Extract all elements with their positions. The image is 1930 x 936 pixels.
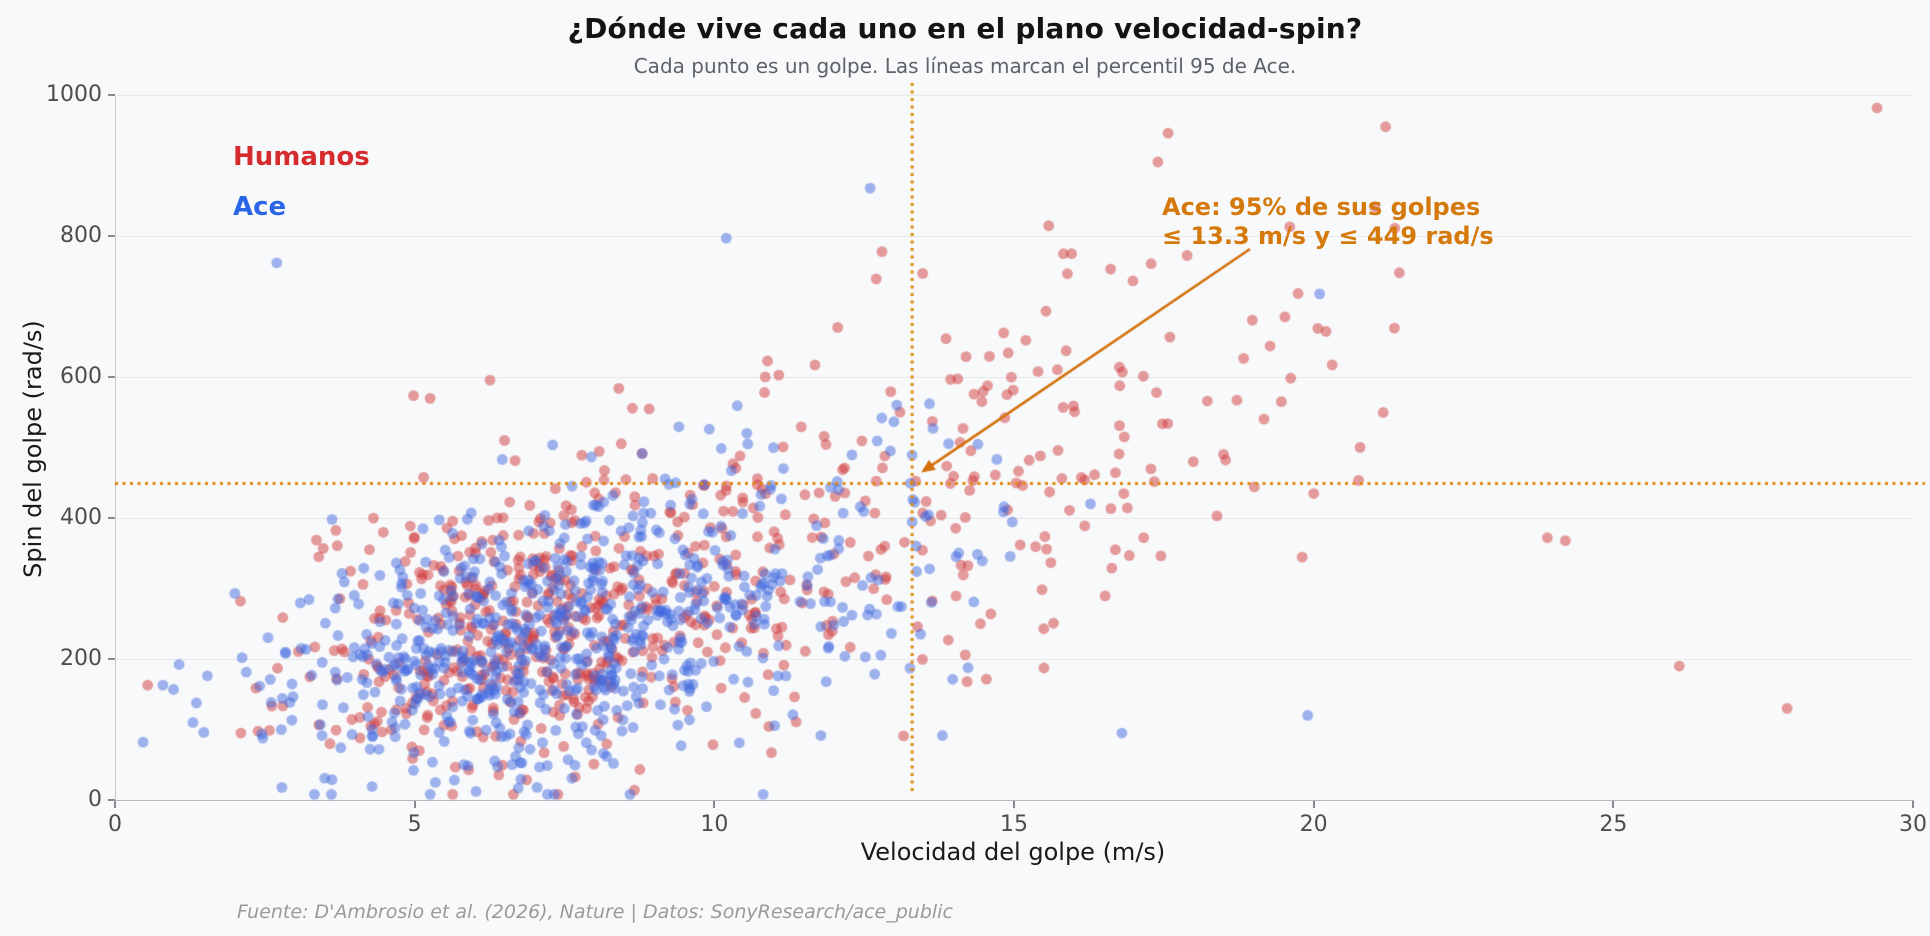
legend-item-ace: Ace — [233, 192, 287, 222]
x-tick-label: 25 — [1599, 812, 1628, 837]
x-tick-label: 20 — [1299, 812, 1328, 837]
x-axis-title: Velocidad del golpe (m/s) — [860, 838, 1166, 866]
x-tick-label: 15 — [1000, 812, 1028, 837]
annotation-line-1: Ace: 95% de sus golpes — [1162, 193, 1481, 221]
x-tick-label: 30 — [1899, 812, 1927, 837]
y-tick-label: 1000 — [46, 82, 102, 107]
chart-subtitle: Cada punto es un golpe. Las líneas marca… — [633, 54, 1297, 78]
percentile-annotation: Ace: 95% de sus golpes ≤ 13.3 m/s y ≤ 44… — [1162, 193, 1494, 251]
legend-item-humanos: Humanos — [233, 142, 370, 172]
y-tick-label: 400 — [60, 505, 102, 530]
x-tick-label: 5 — [407, 812, 422, 837]
source-caption: Fuente: D'Ambrosio et al. (2026), Nature… — [237, 901, 953, 923]
y-tick-label: 600 — [60, 364, 102, 389]
annotation-line-2: ≤ 13.3 m/s y ≤ 449 rad/s — [1162, 222, 1494, 250]
y-tick-label: 800 — [60, 223, 102, 248]
x-tick-label: 10 — [700, 812, 729, 837]
y-tick-label: 200 — [60, 646, 102, 671]
y-tick-label: 0 — [88, 787, 102, 812]
y-axis-title: Spin del golpe (rad/s) — [19, 320, 47, 578]
x-tick-label: 0 — [108, 812, 122, 837]
chart-title: ¿Dónde vive cada uno en el plano velocid… — [567, 12, 1363, 45]
